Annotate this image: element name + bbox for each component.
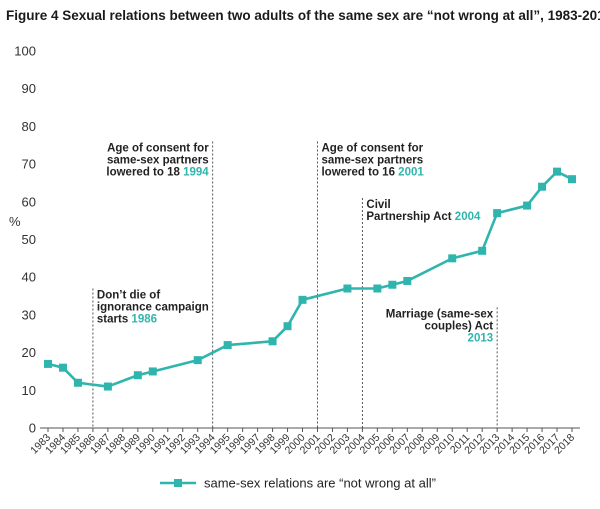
y-tick-label: 30 [22, 307, 36, 322]
annotation-line-text: starts [97, 314, 128, 326]
annotation-line-text: lowered to 18 [106, 166, 180, 178]
y-tick-label: 50 [22, 232, 36, 247]
annotation-year: 2004 [452, 211, 481, 223]
data-point-2017 [553, 167, 562, 176]
data-point-2010 [448, 254, 457, 263]
data-point-2007 [403, 276, 412, 285]
data-point-2005 [373, 284, 382, 293]
annotation-text: Don’t die of ignorance campaign starts 198… [97, 290, 209, 326]
y-tick-label: 70 [22, 157, 36, 172]
y-tick-label: 10 [22, 383, 36, 398]
annotation-line-text: Marriage (same-sex [386, 308, 494, 320]
annotation-year: 1986 [128, 314, 157, 326]
legend-marker [174, 479, 182, 487]
y-tick-label: 100 [14, 44, 36, 59]
data-point-2016 [538, 182, 547, 191]
annotation-line-text: Age of consent for [107, 142, 209, 154]
annotation-text: Marriage (same-sex couples) Act 2013 [386, 308, 494, 344]
annotations: Don’t die of ignorance campaign starts 198… [92, 141, 498, 428]
series-markers [44, 167, 576, 391]
data-point-1995 [223, 341, 232, 350]
legend: same-sex relations are “not wrong at all… [160, 476, 436, 491]
data-point-1993 [193, 356, 202, 365]
data-point-2018 [568, 175, 576, 184]
annotation-line-text: lowered to 16 [321, 166, 395, 178]
data-point-2015 [523, 201, 532, 210]
y-axis-ticks: 0 10 20 30 40 50 60 70 80 90 100 [14, 44, 36, 436]
data-point-2013 [493, 209, 502, 218]
data-point-2000 [298, 295, 307, 304]
data-point-1984 [58, 363, 67, 372]
y-tick-label: 40 [22, 270, 36, 285]
data-point-1987 [103, 382, 112, 391]
annotation-line-text: Age of consent for [321, 142, 423, 154]
annotation-text: Age of consent for same-sex partners lower… [106, 142, 209, 178]
annotation-line-text: couples) Act [425, 320, 494, 332]
y-axis-label: % [9, 214, 21, 229]
annotation-year: 1994 [180, 166, 209, 178]
y-tick-label: 90 [22, 81, 36, 96]
annotation-text: Civil Partnership Act 2004 [366, 199, 481, 223]
data-point-1985 [73, 378, 82, 387]
annotation-line-text: ignorance campaign [97, 302, 209, 314]
annotation-line-text: Don’t die of [97, 290, 160, 302]
data-point-2003 [343, 284, 352, 293]
data-point-1998 [268, 337, 277, 346]
x-axis-ticks: 1983198419851986198719881989199019911992… [28, 428, 577, 457]
data-point-1983 [44, 359, 52, 368]
annotation-year: 2001 [395, 166, 424, 178]
annotation-line-text: same-sex partners [107, 154, 209, 166]
chart-title: Figure 4 Sexual relations between two ad… [6, 8, 600, 23]
series-line [47, 170, 573, 388]
data-point-1989 [133, 371, 142, 380]
annotation-year: 2013 [468, 332, 494, 344]
annotation-line-text: Civil [366, 199, 390, 211]
y-tick-label: 20 [22, 345, 36, 360]
annotation-text: Age of consent for same-sex partners lower… [321, 142, 424, 178]
data-point-1990 [148, 367, 157, 376]
legend-label: same-sex relations are “not wrong at all… [204, 476, 436, 491]
y-tick-label: 80 [22, 119, 36, 134]
data-point-1999 [283, 322, 292, 331]
annotation-line-text: Partnership Act [366, 211, 451, 223]
y-tick-label: 0 [29, 421, 36, 436]
annotation-line-text: same-sex partners [321, 154, 423, 166]
data-point-2012 [478, 246, 487, 255]
y-tick-label: 60 [22, 194, 36, 209]
data-point-2006 [388, 280, 397, 289]
